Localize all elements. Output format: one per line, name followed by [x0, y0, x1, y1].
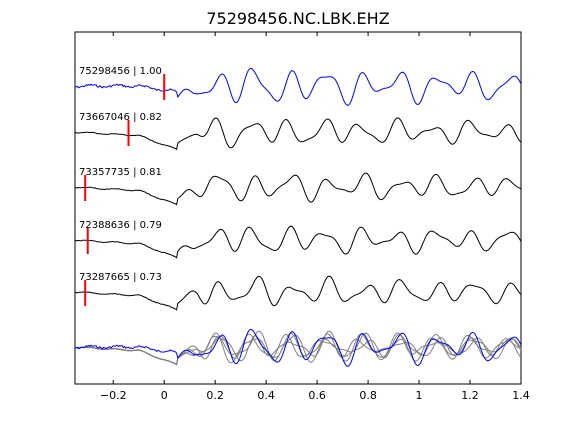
pick-markers: [84, 74, 166, 306]
x-tick-label: 1.4: [512, 389, 530, 402]
x-tick-label: 1.2: [461, 389, 479, 402]
trace-label-2: 73667046 | 0.82: [79, 112, 162, 123]
overlay-line-2: [74, 332, 522, 366]
x-tick-label: −0.2: [100, 389, 127, 402]
overlay-line-1: [74, 328, 522, 367]
trace-label-3: 73357735 | 0.81: [79, 167, 162, 178]
overlay-line-3: [75, 332, 522, 366]
x-tick-label: 0.6: [308, 389, 326, 402]
trace-line-1: [74, 67, 522, 106]
overlay-line-4: [74, 332, 522, 366]
x-tick-label: 0.2: [206, 389, 224, 402]
plot-frame: [74, 31, 522, 385]
trace-line-3: [75, 172, 522, 206]
x-tick-label: 0.8: [359, 389, 377, 402]
chart-title: 75298456.NC.LBK.EHZ: [206, 9, 389, 28]
trace-labels: 75298456 | 1.00 73667046 | 0.82 73357735 |…: [79, 66, 162, 283]
trace-label-5: 73287665 | 0.73: [79, 272, 162, 283]
x-tick-label: 1: [416, 389, 423, 402]
waveform-layer: [74, 67, 522, 367]
trace-label-1: 75298456 | 1.00: [79, 66, 162, 77]
x-axis: −0.2 0 0.2 0.4 0.6 0.8 1 1.2 1.4: [100, 32, 530, 402]
trace-label-4: 72388636 | 0.79: [79, 220, 162, 231]
trace-line-4: [74, 225, 522, 259]
trace-line-5: [74, 275, 522, 311]
x-tick-label: 0.4: [257, 389, 275, 402]
trace-line-2: [74, 117, 522, 151]
x-tick-label: 0: [161, 389, 168, 402]
